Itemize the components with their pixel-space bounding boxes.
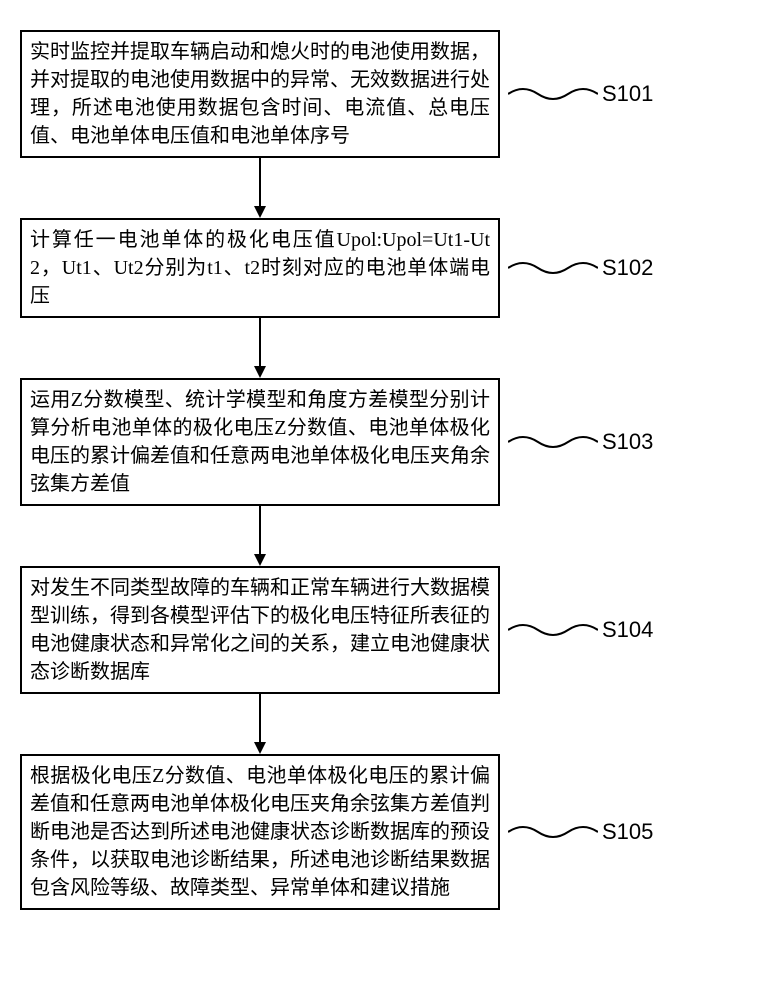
connector-5: S105	[508, 817, 653, 847]
arrow-down-icon	[250, 158, 270, 218]
wave-line-2	[508, 253, 598, 283]
arrow-down-icon	[250, 318, 270, 378]
step-text-5: 根据极化电压Z分数值、电池单体极化电压的累计偏差值和任意两电池单体极化电压夹角余…	[30, 765, 490, 899]
flowchart: 实时监控并提取车辆启动和熄火时的电池使用数据，并对提取的电池使用数据中的异常、无…	[20, 30, 755, 910]
step-label-3: S103	[602, 429, 653, 455]
step-label-2: S102	[602, 255, 653, 281]
arrow-2	[20, 318, 500, 378]
step-box-2: 计算任一电池单体的极化电压值Upol:Upol=Ut1-Ut2，Ut1、Ut2分…	[20, 218, 500, 318]
arrow-4	[20, 694, 500, 754]
wave-line-1	[508, 79, 598, 109]
step-row-4: 对发生不同类型故障的车辆和正常车辆进行大数据模型训练，得到各模型评估下的极化电压…	[20, 566, 755, 694]
connector-2: S102	[508, 253, 653, 283]
step-label-5: S105	[602, 819, 653, 845]
wave-line-4	[508, 615, 598, 645]
connector-3: S103	[508, 427, 653, 457]
wave-line-5	[508, 817, 598, 847]
arrow-down-icon	[250, 694, 270, 754]
connector-1: S101	[508, 79, 653, 109]
step-text-1: 实时监控并提取车辆启动和熄火时的电池使用数据，并对提取的电池使用数据中的异常、无…	[30, 41, 490, 147]
step-label-4: S104	[602, 617, 653, 643]
step-label-1: S101	[602, 81, 653, 107]
connector-4: S104	[508, 615, 653, 645]
step-row-3: 运用Z分数模型、统计学模型和角度方差模型分别计算分析电池单体的极化电压Z分数值、…	[20, 378, 755, 506]
step-box-1: 实时监控并提取车辆启动和熄火时的电池使用数据，并对提取的电池使用数据中的异常、无…	[20, 30, 500, 158]
step-box-3: 运用Z分数模型、统计学模型和角度方差模型分别计算分析电池单体的极化电压Z分数值、…	[20, 378, 500, 506]
wave-line-3	[508, 427, 598, 457]
arrow-3	[20, 506, 500, 566]
step-box-5: 根据极化电压Z分数值、电池单体极化电压的累计偏差值和任意两电池单体极化电压夹角余…	[20, 754, 500, 910]
step-row-5: 根据极化电压Z分数值、电池单体极化电压的累计偏差值和任意两电池单体极化电压夹角余…	[20, 754, 755, 910]
step-box-4: 对发生不同类型故障的车辆和正常车辆进行大数据模型训练，得到各模型评估下的极化电压…	[20, 566, 500, 694]
step-text-2: 计算任一电池单体的极化电压值Upol:Upol=Ut1-Ut2，Ut1、Ut2分…	[30, 229, 490, 307]
arrow-1	[20, 158, 500, 218]
step-row-1: 实时监控并提取车辆启动和熄火时的电池使用数据，并对提取的电池使用数据中的异常、无…	[20, 30, 755, 158]
step-row-2: 计算任一电池单体的极化电压值Upol:Upol=Ut1-Ut2，Ut1、Ut2分…	[20, 218, 755, 318]
arrow-down-icon	[250, 506, 270, 566]
step-text-4: 对发生不同类型故障的车辆和正常车辆进行大数据模型训练，得到各模型评估下的极化电压…	[30, 577, 490, 683]
step-text-3: 运用Z分数模型、统计学模型和角度方差模型分别计算分析电池单体的极化电压Z分数值、…	[30, 389, 490, 495]
